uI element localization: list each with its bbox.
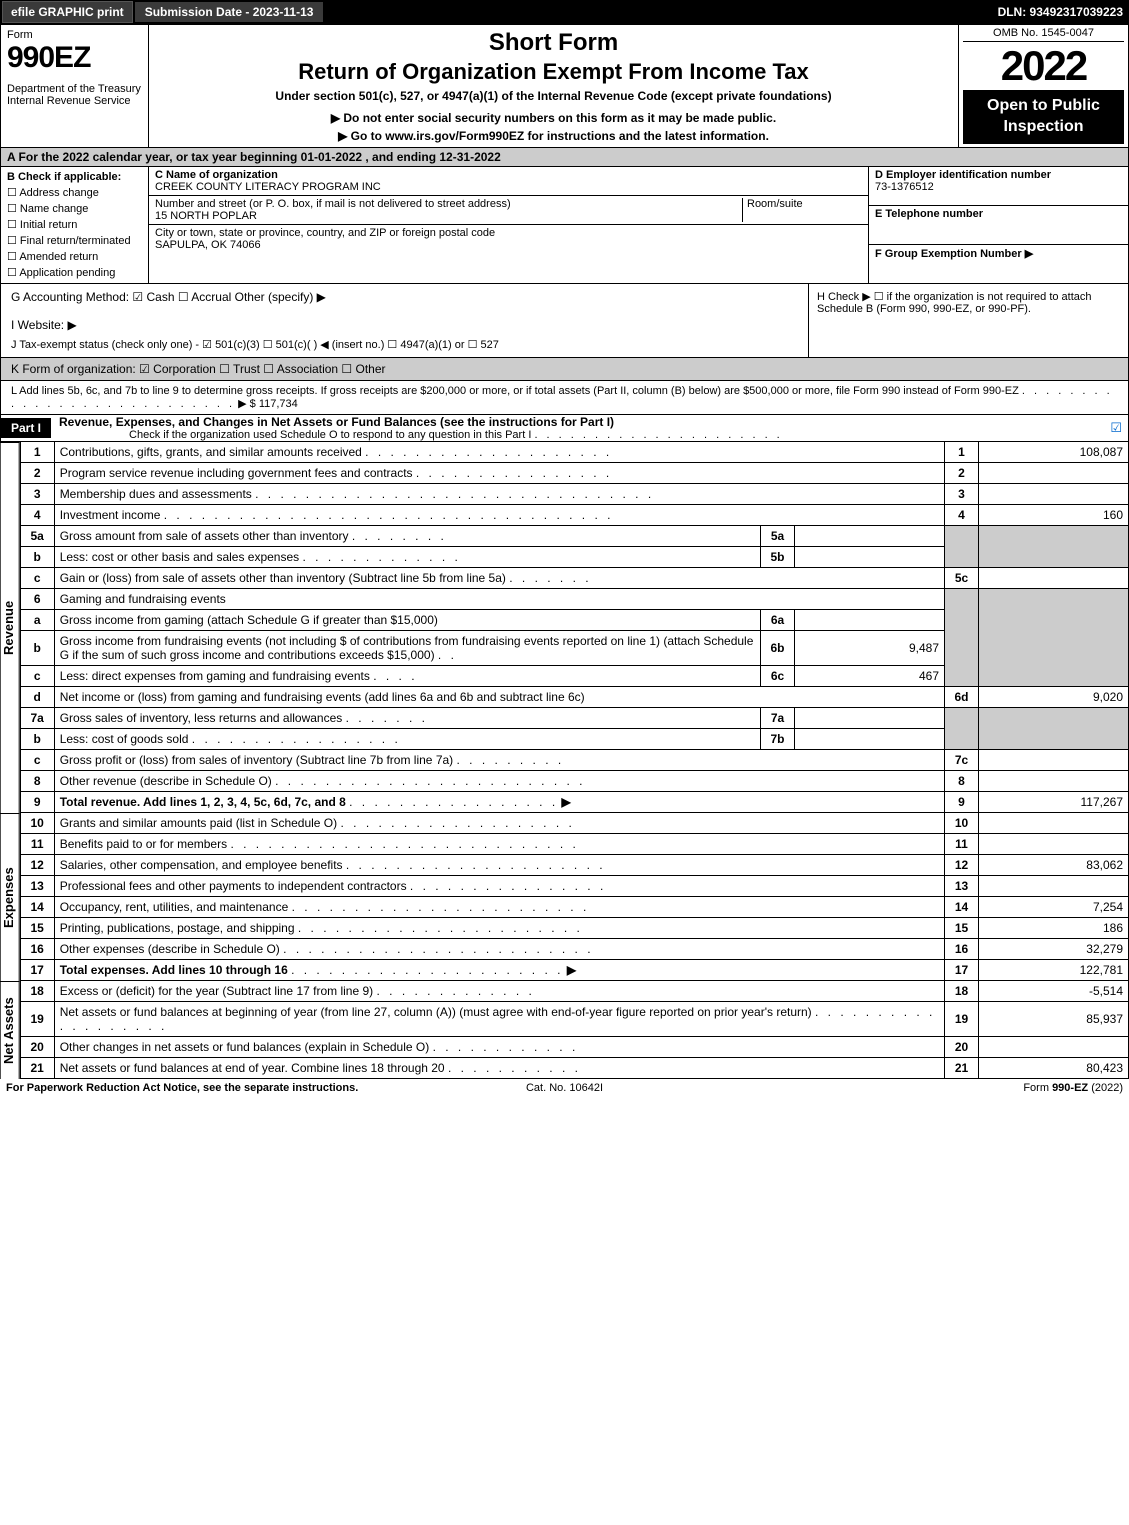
top-header: efile GRAPHIC print Submission Date - 20… [0,0,1129,24]
revenue-table: 1Contributions, gifts, grants, and simil… [20,442,1129,813]
gh-row: G Accounting Method: ☑ Cash ☐ Accrual Ot… [0,284,1129,358]
street-label: Number and street (or P. O. box, if mail… [155,198,511,210]
line-20: 20Other changes in net assets or fund ba… [20,1037,1128,1058]
accounting-method: G Accounting Method: ☑ Cash ☐ Accrual Ot… [11,290,798,304]
website: I Website: ▶ [11,318,798,332]
part-1-label: Part I [1,418,51,438]
org-name-label: C Name of organization [155,169,278,181]
section-h: H Check ▶ ☐ if the organization is not r… [808,284,1128,357]
expenses-side-label: Expenses [0,813,20,981]
street-address: 15 NORTH POPLAR [155,210,257,222]
row-a-tax-year: A For the 2022 calendar year, or tax yea… [0,148,1129,167]
part-1-header: Part I Revenue, Expenses, and Changes in… [0,415,1129,442]
section-b-checkboxes: B Check if applicable: ☐ Address change … [1,167,149,283]
ein-label: D Employer identification number [875,169,1051,181]
page-footer: For Paperwork Reduction Act Notice, see … [0,1079,1129,1097]
line-10: 10Grants and similar amounts paid (list … [20,813,1128,834]
section-def: D Employer identification number 73-1376… [868,167,1128,283]
line-6d: dNet income or (loss) from gaming and fu… [20,687,1128,708]
schedule-o-check-icon: ☑ [1110,420,1128,436]
net-assets-side-label: Net Assets [0,981,20,1079]
omb-number: OMB No. 1545-0047 [963,27,1124,42]
phone-label: E Telephone number [875,208,983,220]
line-15: 15Printing, publications, postage, and s… [20,918,1128,939]
net-assets-table: 18Excess or (deficit) for the year (Subt… [20,981,1129,1079]
part-1-title: Revenue, Expenses, and Changes in Net As… [59,415,614,429]
line-21: 21Net assets or fund balances at end of … [20,1058,1128,1079]
check-name-change[interactable]: ☐ Name change [7,202,142,215]
ein-value: 73-1376512 [875,181,934,193]
department-label: Department of the Treasury Internal Reve… [7,83,142,107]
line-1: 1Contributions, gifts, grants, and simil… [20,442,1128,463]
title-box: Short Form Return of Organization Exempt… [149,25,958,147]
check-final-return[interactable]: ☐ Final return/terminated [7,234,142,247]
line-6: 6Gaming and fundraising events [20,589,1128,610]
footer-form-id: Form 990-EZ (2022) [1023,1082,1123,1094]
revenue-side-label: Revenue [0,442,20,813]
expenses-table: 10Grants and similar amounts paid (list … [20,813,1129,981]
line-5c: cGain or (loss) from sale of assets othe… [20,568,1128,589]
line-14: 14Occupancy, rent, utilities, and mainte… [20,897,1128,918]
room-suite-label: Room/suite [747,198,803,210]
info-grid: B Check if applicable: ☐ Address change … [0,167,1129,284]
tax-exempt-status: J Tax-exempt status (check only one) - ☑… [11,338,798,351]
line-19: 19Net assets or fund balances at beginni… [20,1002,1128,1037]
line-3: 3Membership dues and assessments . . . .… [20,484,1128,505]
public-inspection: Open to Public Inspection [963,90,1124,144]
line-16: 16Other expenses (describe in Schedule O… [20,939,1128,960]
footer-left: For Paperwork Reduction Act Notice, see … [6,1082,358,1094]
form-number: 990EZ [7,41,142,75]
city-label: City or town, state or province, country… [155,227,495,239]
year-box: OMB No. 1545-0047 2022 Open to Public In… [958,25,1128,147]
line-17: 17Total expenses. Add lines 10 through 1… [20,960,1128,981]
submission-date: Submission Date - 2023-11-13 [135,2,324,22]
line-7a: 7aGross sales of inventory, less returns… [20,708,1128,729]
line-8: 8Other revenue (describe in Schedule O) … [20,771,1128,792]
check-initial-return[interactable]: ☐ Initial return [7,218,142,231]
section-k: K Form of organization: ☑ Corporation ☐ … [0,358,1129,381]
city-state-zip: SAPULPA, OK 74066 [155,239,261,251]
org-name: CREEK COUNTY LITERACY PROGRAM INC [155,181,381,193]
form-label: Form [7,29,142,41]
line-2: 2Program service revenue including gover… [20,463,1128,484]
line-9: 9Total revenue. Add lines 1, 2, 3, 4, 5c… [20,792,1128,813]
check-amended-return[interactable]: ☐ Amended return [7,250,142,263]
line-11: 11Benefits paid to or for members . . . … [20,834,1128,855]
efile-print-button[interactable]: efile GRAPHIC print [2,1,133,23]
line-4: 4Investment income . . . . . . . . . . .… [20,505,1128,526]
check-application-pending[interactable]: ☐ Application pending [7,266,142,279]
dln-number: DLN: 93492317039223 [998,5,1129,19]
line-18: 18Excess or (deficit) for the year (Subt… [20,981,1128,1002]
line-5a: 5aGross amount from sale of assets other… [20,526,1128,547]
irs-link[interactable]: ▶ Go to www.irs.gov/Form990EZ for instru… [159,129,948,143]
gross-receipts-value: ▶ $ 117,734 [238,398,298,410]
line-12: 12Salaries, other compensation, and empl… [20,855,1128,876]
short-form-title: Short Form [159,29,948,57]
part-1-subtitle: Check if the organization used Schedule … [129,429,531,441]
ssn-warning: ▶ Do not enter social security numbers o… [159,111,948,125]
group-exemption-label: F Group Exemption Number ▶ [875,248,1033,260]
main-title: Return of Organization Exempt From Incom… [159,59,948,85]
subtitle: Under section 501(c), 527, or 4947(a)(1)… [159,89,948,103]
line-13: 13Professional fees and other payments t… [20,876,1128,897]
section-l: L Add lines 5b, 6c, and 7b to line 9 to … [0,381,1129,415]
tax-year: 2022 [963,42,1124,90]
check-address-change[interactable]: ☐ Address change [7,186,142,199]
section-c-org-info: C Name of organization CREEK COUNTY LITE… [149,167,868,283]
form-title-row: Form 990EZ Department of the Treasury In… [0,24,1129,148]
footer-catalog: Cat. No. 10642I [526,1082,603,1094]
section-b-label: B Check if applicable: [7,171,142,183]
form-number-box: Form 990EZ Department of the Treasury In… [1,25,149,147]
line-7c: cGross profit or (loss) from sales of in… [20,750,1128,771]
